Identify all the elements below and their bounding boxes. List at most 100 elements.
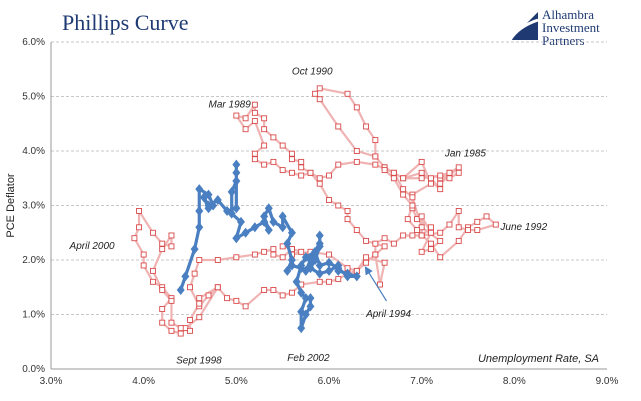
series-1990s-point: [381, 259, 388, 266]
series-1990s-point: [455, 224, 462, 231]
series-1990s-point: [168, 232, 175, 239]
series-1990s-point: [353, 148, 360, 154]
series-1990s-point: [455, 207, 462, 214]
series-1990s-point: [455, 237, 462, 244]
series-1990s-point: [427, 224, 434, 231]
series-1990s-point: [409, 232, 416, 239]
series-1990s-point: [168, 319, 175, 326]
series-1990s-point: [344, 207, 351, 214]
series-1990s-point: [474, 227, 481, 233]
series-1990s-point: [363, 237, 370, 244]
annotations: Oct 1990 Mar 1989 Jan 1985 June 1992 April 2…: [69, 67, 548, 367]
y-tick-label: 5.0%: [22, 92, 45, 103]
series-1990s-point: [149, 229, 156, 236]
annotation-label: Jan 1985: [444, 148, 487, 159]
series-1990s-point: [196, 257, 203, 263]
series-1990s-point: [261, 248, 268, 255]
series-1990s-point: [418, 158, 425, 165]
series-1990s-point: [298, 248, 305, 255]
series-1990s-point: [233, 297, 240, 304]
series-1990s-point: [270, 251, 277, 258]
brand-name: Alhambra Investment Partners: [542, 8, 600, 47]
series-1990s-point: [427, 229, 434, 236]
series-1990s-point: [187, 317, 193, 323]
y-tick-label: 4.0%: [22, 146, 45, 157]
series-2000s-point: [232, 233, 241, 244]
series-2000s-point: [269, 216, 278, 227]
series-1990s-point: [455, 164, 462, 171]
annotation-arrow: [364, 266, 387, 302]
series-2000s-point: [241, 227, 250, 238]
series-1990s-point: [251, 156, 258, 163]
series-1990s-point: [418, 232, 425, 239]
series-1990s-point: [437, 186, 444, 193]
series-1990s-point: [224, 295, 231, 302]
series-1990s-point: [196, 314, 203, 321]
series-2000s-point: [264, 225, 273, 236]
series-1990s-point: [390, 175, 397, 182]
series-1990s-point: [242, 115, 249, 122]
series-2000s-point: [315, 268, 324, 279]
series-2000s-point: [190, 244, 199, 255]
series-1990s-point: [168, 297, 175, 304]
series-1990s-point: [270, 158, 277, 165]
y-tick-label: 3.0%: [22, 201, 45, 212]
series-2000s-point: [204, 200, 213, 211]
series-1990s-point: [316, 175, 323, 182]
annotation-label: June 1992: [499, 222, 547, 233]
series-2000s-point: [325, 265, 333, 276]
series-1990s-point: [353, 158, 360, 165]
series-1990s-point: [187, 284, 193, 291]
series-1990s-point: [214, 257, 221, 263]
annotation-label: April 1994: [365, 309, 411, 320]
series-1990s-point: [279, 243, 286, 250]
page-title: Phillips Curve: [62, 10, 189, 35]
series-1990s-point: [390, 240, 397, 247]
series-1990s-point: [372, 251, 379, 258]
series-2000s-point: [181, 271, 190, 282]
series-1990s-point: [261, 142, 268, 149]
series-2000s-point: [227, 186, 236, 197]
series-1990s-point: [140, 251, 147, 258]
series-1990s-point: [279, 292, 286, 299]
series-2000s-point: [292, 276, 301, 287]
series-2000s-point: [325, 257, 333, 268]
series-1990s-point: [335, 202, 342, 209]
series-1990s-point: [159, 240, 166, 247]
series-2000s-point: [283, 238, 292, 249]
series-1990s-point: [261, 126, 268, 133]
series-1990s-point: [381, 167, 388, 174]
series-group: [131, 85, 499, 337]
series-1990s-point: [136, 224, 142, 231]
series-2000s-point: [306, 263, 315, 274]
x-tick-label: 9.0%: [596, 376, 619, 387]
series-2000s-point: [334, 263, 343, 274]
series-1990s-point: [326, 278, 332, 285]
series-1990s-point: [191, 270, 198, 277]
series-1990s-point: [136, 207, 142, 214]
y-tick-label: 2.0%: [22, 255, 45, 266]
series-1990s-point: [409, 194, 416, 201]
series-1990s-point: [242, 126, 249, 133]
series-1990s-point: [140, 262, 147, 269]
series-1990s-point: [363, 123, 370, 130]
series-1990s-point: [131, 235, 138, 242]
brand-mark-icon: [508, 12, 539, 41]
series-2000s-point: [260, 216, 269, 227]
series-1990s-point: [427, 180, 434, 187]
brand-line-2: Investment: [542, 20, 600, 35]
series-1990s-point: [298, 158, 305, 165]
series-1990s-point: [298, 164, 305, 171]
series-2000s-point: [176, 284, 185, 295]
series-1990s-point: [279, 142, 286, 149]
annotation-label: April 2000: [69, 241, 115, 252]
series-2000s-point: [301, 293, 310, 304]
series-1990s-point: [372, 240, 379, 247]
series-1990s-point: [404, 216, 411, 223]
series-1990s-point: [307, 169, 314, 176]
series-1990s-point: [326, 251, 332, 258]
series-1990s-point: [270, 134, 277, 141]
series-1990s-point: [261, 115, 268, 122]
series-1990s-point: [261, 161, 268, 168]
